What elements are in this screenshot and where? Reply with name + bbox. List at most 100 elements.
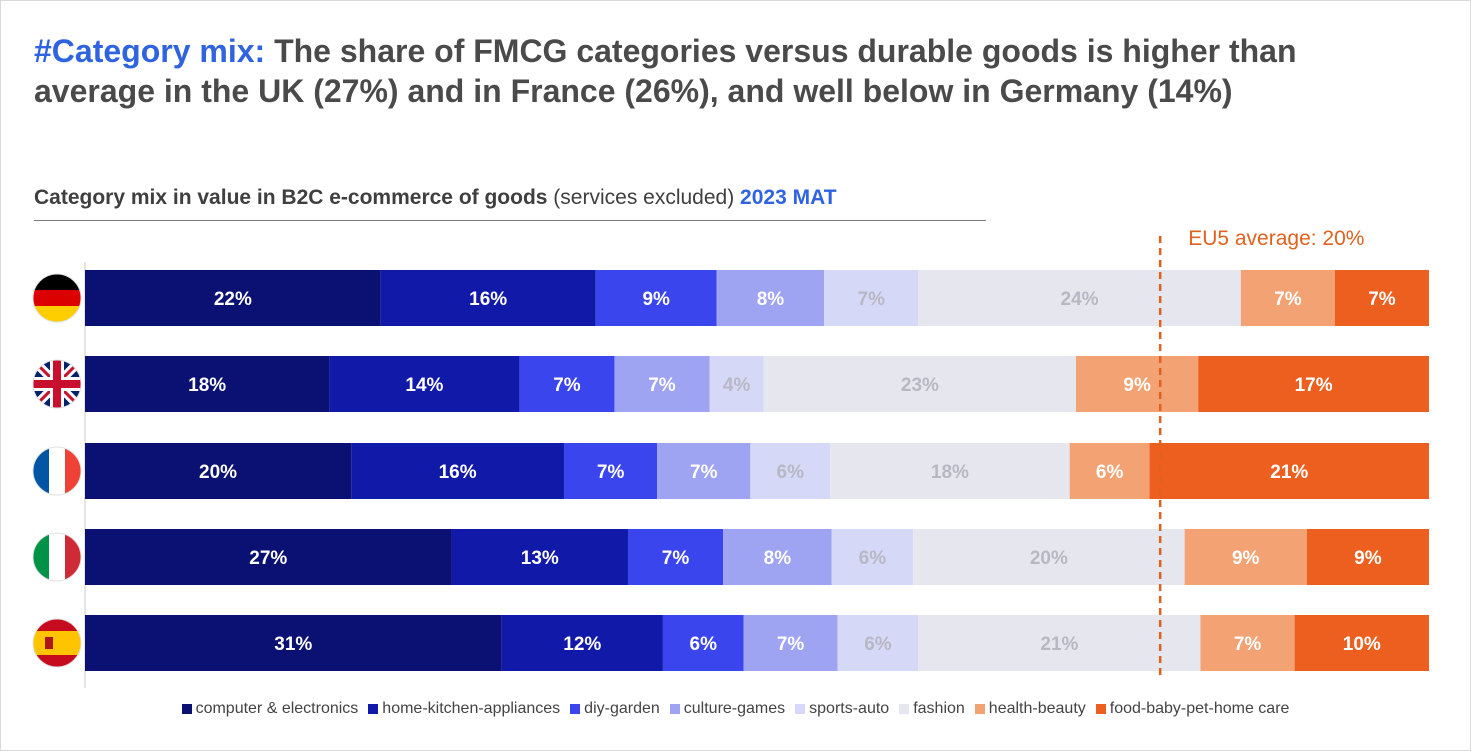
- bar-segment: [743, 615, 838, 671]
- bar-segment: [716, 270, 825, 326]
- bar-segment: [1306, 529, 1429, 585]
- bar-segment: [1200, 615, 1295, 671]
- bar-segment: [85, 529, 452, 585]
- data-label: 7%: [553, 375, 581, 396]
- bar-segment: [723, 529, 832, 585]
- flag-spain-icon: [32, 618, 82, 668]
- data-label: 9%: [642, 289, 670, 310]
- flag-uk-icon: [32, 359, 82, 409]
- data-label: 7%: [858, 289, 886, 310]
- bar-segment: [501, 615, 663, 671]
- data-label: 20%: [199, 462, 237, 483]
- legend-label: sports-auto: [809, 700, 890, 717]
- data-label: 6%: [777, 462, 805, 483]
- data-label: 7%: [690, 462, 718, 483]
- subtitle-note: (services excluded): [547, 186, 741, 209]
- bar-segment: [913, 529, 1185, 585]
- legend-swatch: [1095, 704, 1106, 714]
- bar-segment: [451, 529, 629, 585]
- legend-item: health-beauty: [974, 700, 1086, 718]
- bar-segment: [329, 356, 520, 412]
- data-label: 12%: [563, 634, 601, 655]
- data-label: 9%: [1354, 548, 1382, 569]
- data-label: 10%: [1343, 634, 1381, 655]
- data-label: 24%: [1061, 289, 1099, 310]
- data-label: 6%: [1096, 462, 1124, 483]
- bar-segment: [628, 529, 724, 585]
- bar-segment: [595, 270, 717, 326]
- legend-item: food-baby-pet-home care: [1095, 700, 1290, 718]
- bar-segment: [85, 443, 352, 499]
- bar-segment: [830, 443, 1070, 499]
- legend-item: computer & electronics: [181, 700, 359, 718]
- bar-segment: [709, 356, 764, 412]
- flag-italy-icon: [32, 532, 82, 582]
- data-label: 16%: [439, 462, 477, 483]
- data-label: 17%: [1295, 375, 1333, 396]
- legend-item: diy-garden: [570, 700, 660, 718]
- legend-swatch: [795, 704, 806, 714]
- bar-segment: [750, 443, 831, 499]
- data-label: 7%: [597, 462, 625, 483]
- bar-segment: [1184, 529, 1307, 585]
- legend-swatch: [669, 704, 680, 714]
- chart-subtitle: Category mix in value in B2C e-commerce …: [34, 184, 986, 221]
- bar-segment: [564, 443, 658, 499]
- bar-segment: [657, 443, 751, 499]
- legend-label: culture-games: [683, 700, 786, 717]
- legend-item: sports-auto: [795, 700, 889, 718]
- data-label: 4%: [723, 375, 751, 396]
- data-label: 18%: [188, 375, 226, 396]
- bar-segment: [918, 270, 1241, 326]
- legend-item: home-kitchen-appliances: [368, 700, 560, 718]
- data-label: 7%: [648, 375, 676, 396]
- bar-segment: [831, 529, 914, 585]
- bar-segment: [1149, 443, 1429, 499]
- data-label: 21%: [1270, 462, 1308, 483]
- legend-swatch: [368, 704, 379, 714]
- headline-text: The share of FMCG categories versus dura…: [34, 33, 1297, 109]
- legend-label: health-beauty: [988, 700, 1086, 717]
- bar-segment: [85, 270, 381, 326]
- flag-france-icon: [32, 446, 82, 496]
- data-label: 20%: [1030, 548, 1068, 569]
- bar-segment: [662, 615, 744, 671]
- data-label: 7%: [662, 548, 690, 569]
- data-label: 13%: [521, 548, 559, 569]
- data-label: 22%: [214, 289, 252, 310]
- bar-segment: [519, 356, 615, 412]
- legend-swatch: [570, 704, 581, 714]
- bar-segment: [1076, 356, 1199, 412]
- bar-segment: [763, 356, 1077, 412]
- legend-label: diy-garden: [584, 700, 660, 717]
- data-label: 27%: [249, 548, 287, 569]
- data-label: 7%: [1368, 289, 1396, 310]
- chart-headline: #Category mix: The share of FMCG categor…: [34, 31, 1414, 111]
- legend-label: computer & electronics: [195, 700, 359, 717]
- bar-segment: [380, 270, 596, 326]
- data-label: 23%: [901, 375, 939, 396]
- data-label: 7%: [777, 634, 805, 655]
- bar-segment: [351, 443, 565, 499]
- bar-segment: [1240, 270, 1335, 326]
- data-label: 6%: [690, 634, 718, 655]
- bar-segment: [837, 615, 919, 671]
- legend-label: food-baby-pet-home care: [1109, 700, 1290, 717]
- legend-swatch: [899, 704, 910, 714]
- data-label: 9%: [1123, 375, 1151, 396]
- bar-segment: [918, 615, 1201, 671]
- data-label: 6%: [859, 548, 887, 569]
- data-label: 16%: [469, 289, 507, 310]
- subtitle-period: 2023 MAT: [740, 186, 837, 209]
- headline-tag: #Category mix:: [34, 33, 266, 69]
- bar-segment: [614, 356, 710, 412]
- data-label: 21%: [1040, 634, 1078, 655]
- data-label: 8%: [757, 289, 785, 310]
- subtitle-main: Category mix in value in B2C e-commerce …: [34, 186, 548, 209]
- legend-label: fashion: [913, 700, 965, 717]
- data-label: 18%: [931, 462, 969, 483]
- legend-item: culture-games: [669, 700, 786, 718]
- flag-germany-icon: [32, 273, 82, 323]
- data-label: 7%: [1274, 289, 1302, 310]
